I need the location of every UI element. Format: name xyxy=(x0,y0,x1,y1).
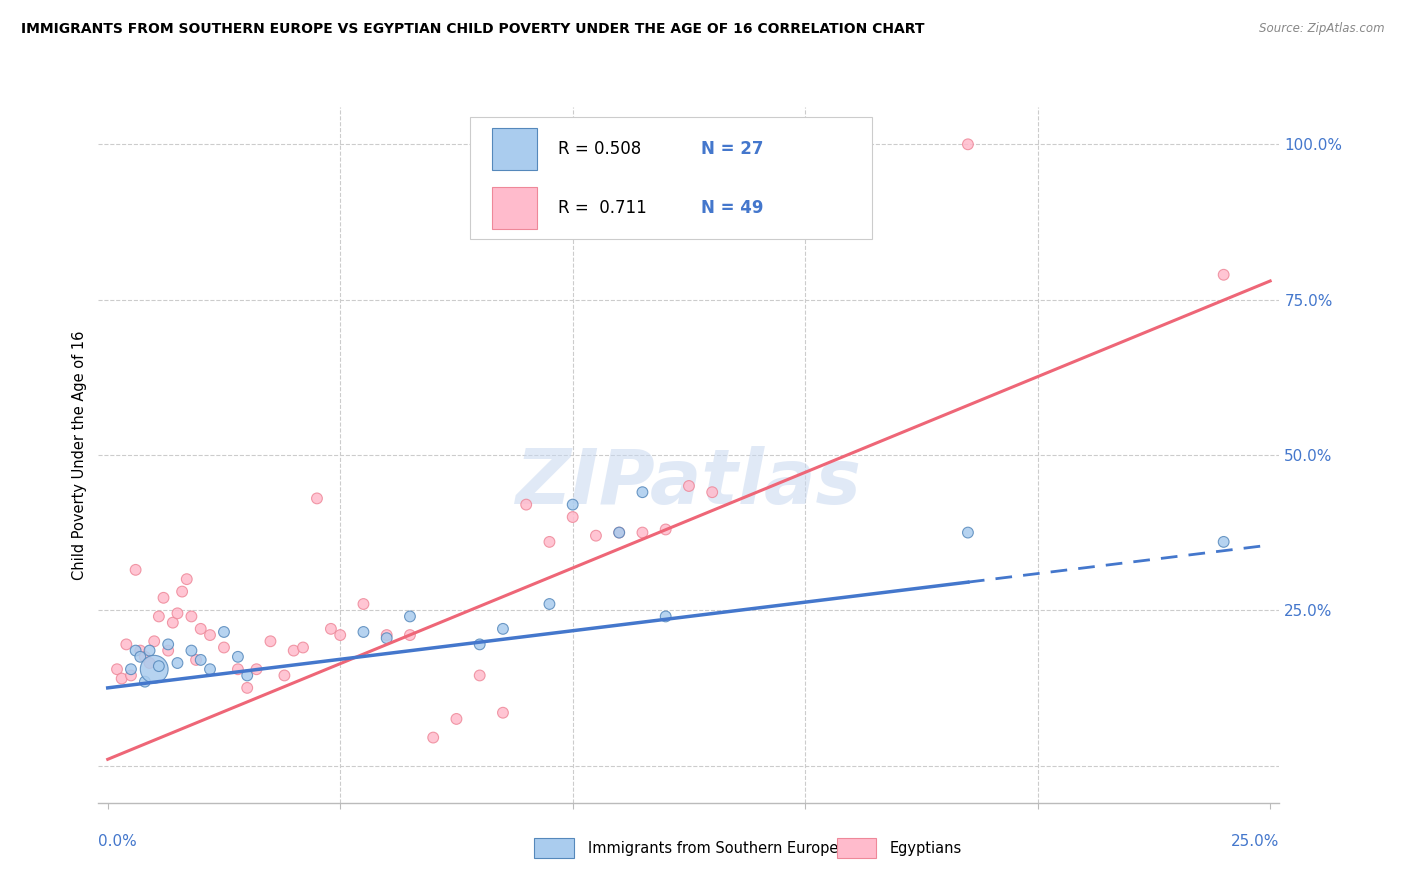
Bar xyxy=(492,128,537,169)
Text: N = 49: N = 49 xyxy=(700,199,763,217)
Point xyxy=(226,649,249,664)
Point xyxy=(138,643,160,657)
Point xyxy=(538,534,561,549)
Point xyxy=(124,563,146,577)
Point xyxy=(259,634,281,648)
Point xyxy=(166,656,188,670)
Point xyxy=(292,640,315,655)
Point xyxy=(198,628,221,642)
Point xyxy=(1212,268,1234,282)
Y-axis label: Child Poverty Under the Age of 16: Child Poverty Under the Age of 16 xyxy=(72,330,87,580)
Text: R = 0.508: R = 0.508 xyxy=(558,140,641,158)
Text: Immigrants from Southern Europe: Immigrants from Southern Europe xyxy=(588,841,838,855)
Point xyxy=(212,640,235,655)
Text: R =  0.711: R = 0.711 xyxy=(558,199,647,217)
Point xyxy=(702,485,724,500)
Text: 25.0%: 25.0% xyxy=(1232,834,1279,849)
Point xyxy=(190,653,212,667)
Point xyxy=(162,615,184,630)
FancyBboxPatch shape xyxy=(471,118,872,239)
Point xyxy=(446,712,468,726)
Point xyxy=(305,491,328,506)
Point xyxy=(607,525,630,540)
Point xyxy=(654,523,676,537)
Point xyxy=(585,529,607,543)
Point xyxy=(492,622,515,636)
Point xyxy=(148,659,170,673)
Text: IMMIGRANTS FROM SOUTHERN EUROPE VS EGYPTIAN CHILD POVERTY UNDER THE AGE OF 16 CO: IMMIGRANTS FROM SOUTHERN EUROPE VS EGYPT… xyxy=(21,22,925,37)
Point xyxy=(157,637,180,651)
Point xyxy=(176,572,198,586)
Point xyxy=(353,597,375,611)
Point xyxy=(399,628,422,642)
Point xyxy=(273,668,295,682)
Bar xyxy=(492,187,537,229)
Point xyxy=(319,622,342,636)
Point xyxy=(468,637,491,651)
Point xyxy=(143,662,166,676)
Point xyxy=(607,525,630,540)
Point xyxy=(180,609,202,624)
Point xyxy=(105,662,128,676)
Point xyxy=(138,656,160,670)
Point xyxy=(245,662,267,676)
Point xyxy=(184,653,207,667)
Point xyxy=(172,584,194,599)
Text: 0.0%: 0.0% xyxy=(98,834,138,849)
Point xyxy=(375,631,398,645)
Point xyxy=(166,607,188,621)
Point xyxy=(129,643,152,657)
Point xyxy=(631,485,654,500)
Point xyxy=(157,643,180,657)
Point xyxy=(134,649,156,664)
Point xyxy=(190,622,212,636)
Point xyxy=(353,624,375,639)
Point xyxy=(492,706,515,720)
Point xyxy=(283,643,305,657)
Point xyxy=(143,634,166,648)
Point xyxy=(515,498,537,512)
Point xyxy=(375,628,398,642)
Point xyxy=(226,662,249,676)
Point xyxy=(1212,534,1234,549)
Point xyxy=(468,668,491,682)
Point xyxy=(956,137,979,152)
Point xyxy=(678,479,700,493)
Point xyxy=(561,498,583,512)
Point xyxy=(120,668,142,682)
Point xyxy=(111,672,134,686)
Point xyxy=(654,609,676,624)
Point xyxy=(152,591,174,605)
Text: N = 27: N = 27 xyxy=(700,140,763,158)
Point xyxy=(129,649,152,664)
Point xyxy=(212,624,235,639)
Point xyxy=(329,628,352,642)
Text: ZIPatlas: ZIPatlas xyxy=(516,446,862,520)
Point xyxy=(124,643,146,657)
Point xyxy=(538,597,561,611)
Point xyxy=(422,731,444,745)
Point xyxy=(631,525,654,540)
Text: Source: ZipAtlas.com: Source: ZipAtlas.com xyxy=(1260,22,1385,36)
Point xyxy=(399,609,422,624)
Point xyxy=(180,643,202,657)
Text: Egyptians: Egyptians xyxy=(890,841,962,855)
Point xyxy=(120,662,142,676)
Point xyxy=(236,681,259,695)
Point xyxy=(198,662,221,676)
Point xyxy=(134,674,156,689)
Point xyxy=(236,668,259,682)
Point xyxy=(115,637,138,651)
Point xyxy=(148,609,170,624)
Point xyxy=(956,525,979,540)
Point xyxy=(561,510,583,524)
